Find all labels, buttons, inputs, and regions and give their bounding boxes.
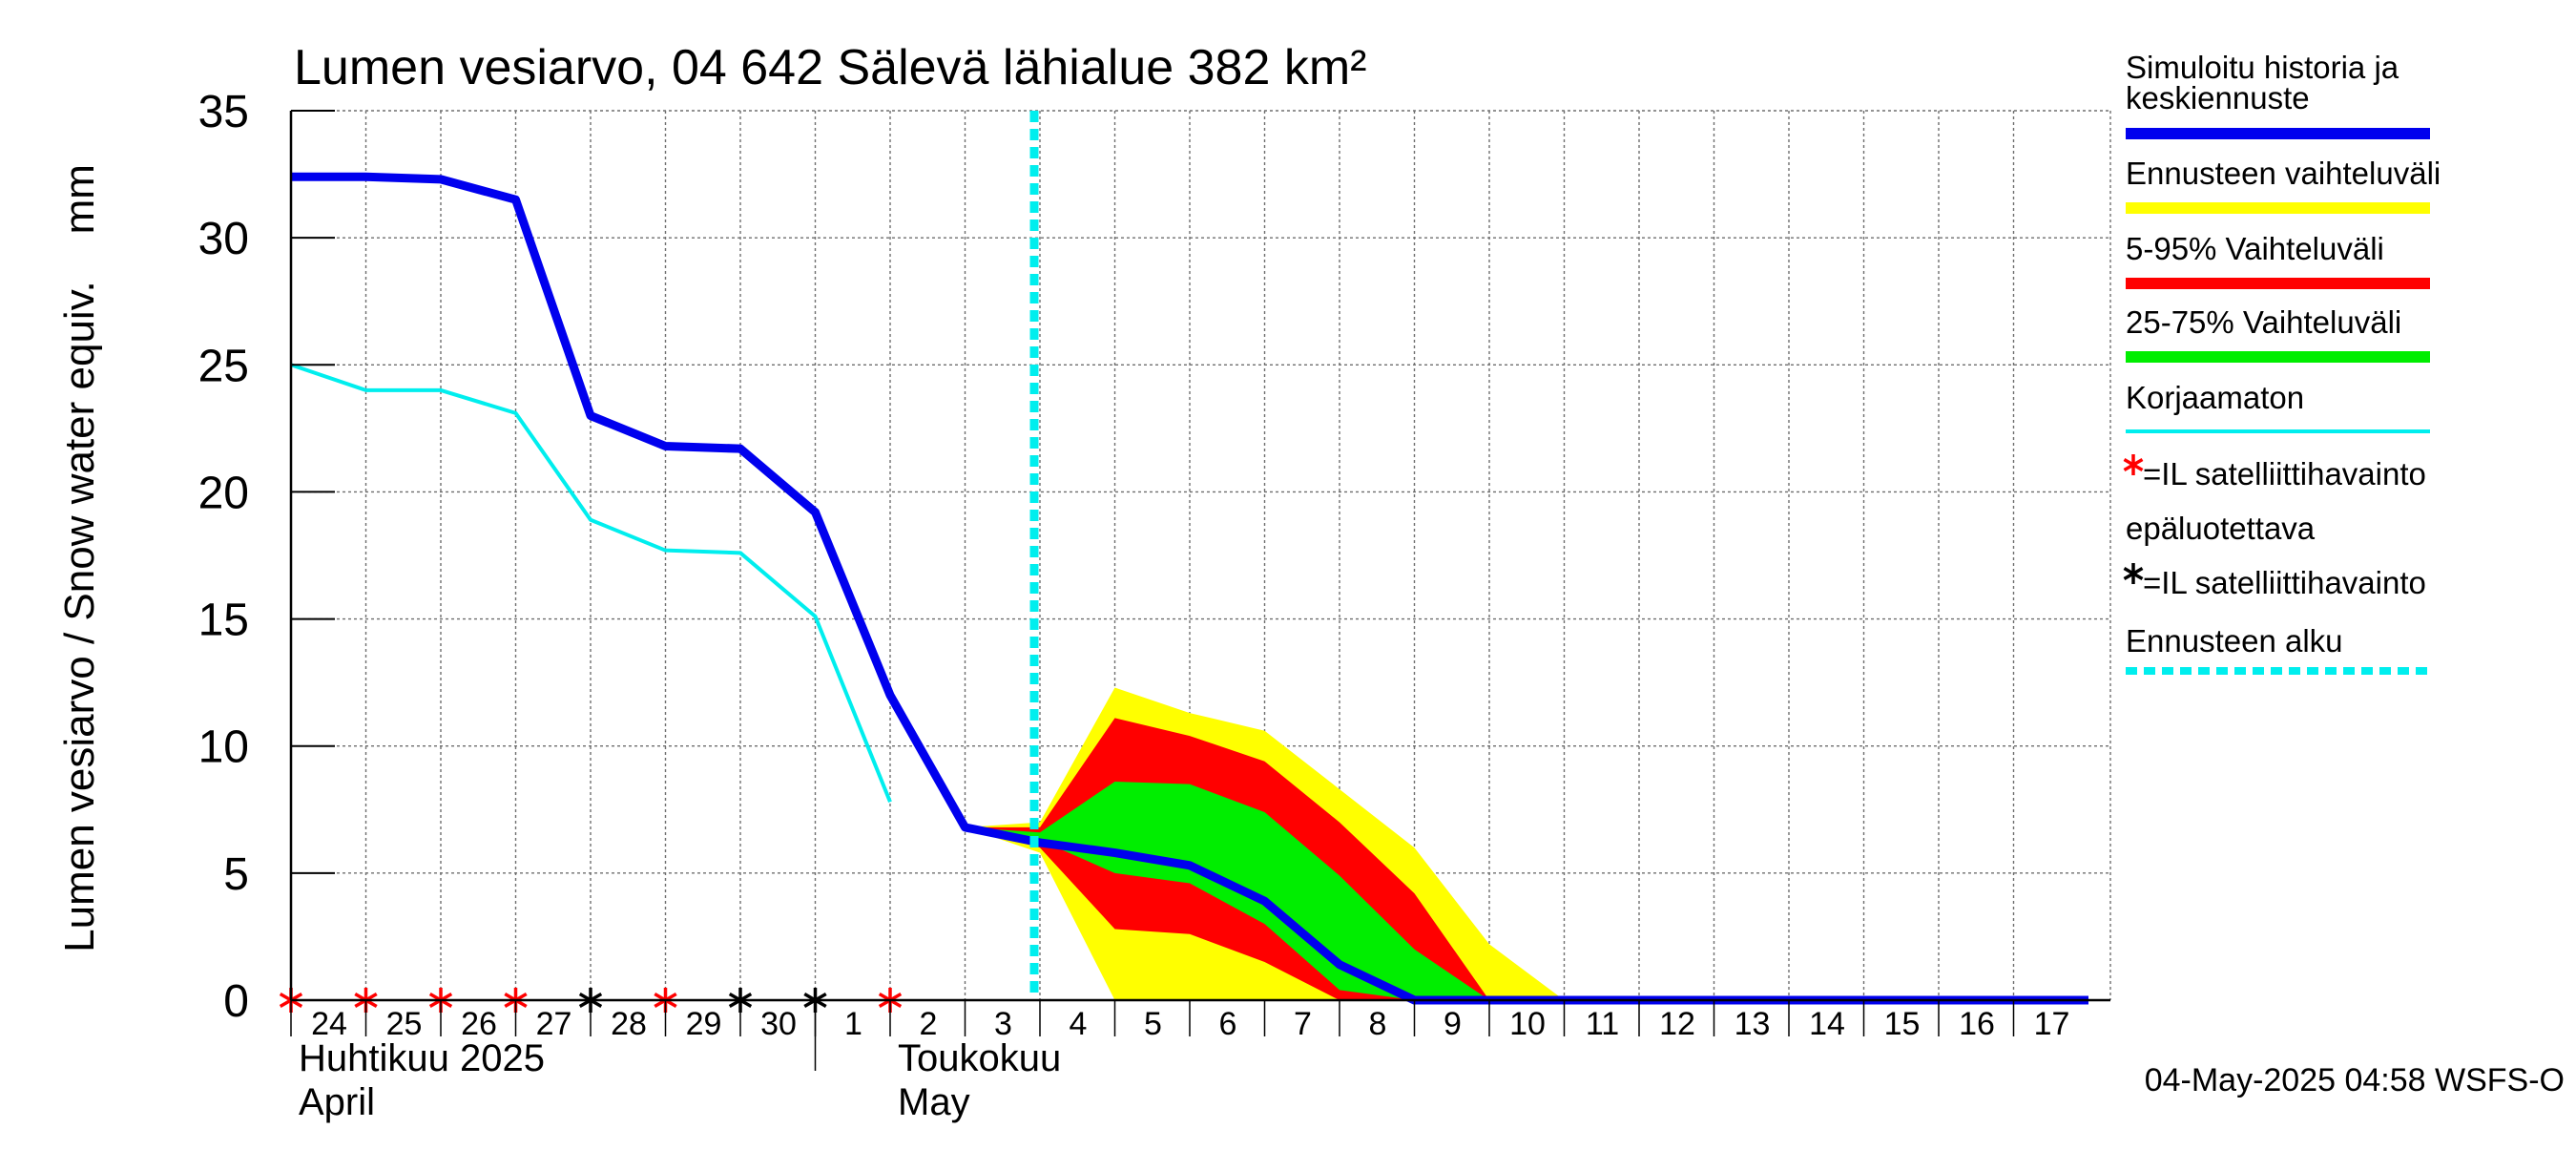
x-tick-label: 13 [1735, 1006, 1771, 1042]
x-tick-label: 5 [1144, 1006, 1162, 1042]
x-tick-label: 29 [686, 1006, 722, 1042]
x-month-label-en: April [299, 1081, 375, 1123]
series-uncorrected [290, 363, 892, 804]
x-tick-label: 26 [461, 1006, 497, 1042]
legend-label: 25-75% Vaihteluväli [2126, 304, 2401, 340]
legend-label: Ennusteen alku [2126, 623, 2343, 659]
legend-item-sat-unrel: =IL satelliittihavainto epäluotettava [2123, 454, 2426, 546]
x-tick-label: 24 [311, 1006, 347, 1042]
x-tick-label: 4 [1070, 1006, 1088, 1042]
y-tick-label: 25 [198, 341, 249, 391]
legend-item-sat-obs: =IL satelliittihavainto [2123, 563, 2426, 600]
y-tick-label: 30 [198, 214, 249, 264]
legend-item-raw: Korjaamaton [2126, 380, 2430, 433]
band-25-75-vaihteluv-li [965, 781, 1489, 1000]
x-tick-label: 25 [386, 1006, 423, 1042]
x-month-label-en: May [898, 1081, 970, 1123]
x-tick-label: 30 [760, 1006, 797, 1042]
y-tick-label: 35 [198, 87, 249, 137]
legend-label: Korjaamaton [2126, 380, 2304, 415]
x-tick-label: 7 [1294, 1006, 1312, 1042]
y-tick-label: 15 [198, 596, 249, 646]
legend-label: 5-95% Vaihteluväli [2126, 231, 2384, 266]
legend-label: epäluotettava [2126, 511, 2316, 546]
legend-star-icon [2123, 563, 2144, 584]
x-tick-label: 10 [1509, 1006, 1546, 1042]
x-tick-label: 8 [1369, 1006, 1387, 1042]
legend-item-p595: 5-95% Vaihteluväli [2126, 231, 2430, 289]
x-tick-label: 15 [1884, 1006, 1921, 1042]
y-tick-label: 20 [198, 468, 249, 518]
legend-label: Simuloitu historia ja [2126, 50, 2399, 85]
timestamp: 04-May-2025 04:58 WSFS-O [2145, 1062, 2565, 1098]
x-tick-label: 2 [920, 1006, 938, 1042]
legend-item-fstart: Ennusteen alku [2126, 623, 2430, 675]
marker-stroke [2123, 457, 2144, 472]
x-tick-label: 3 [994, 1006, 1012, 1042]
x-tick-label: 1 [844, 1006, 862, 1042]
legend-label: =IL satelliittihavainto [2143, 565, 2426, 600]
legend-item-p2575: 25-75% Vaihteluväli [2126, 304, 2430, 363]
y-tick-label: 0 [223, 976, 249, 1027]
y-tick-label: 5 [223, 849, 249, 900]
legend-star-icon [2123, 454, 2144, 475]
x-tick-label: 9 [1444, 1006, 1462, 1042]
y-tick-label: 10 [198, 722, 249, 773]
chart-title: Lumen vesiarvo, 04 642 Sälevä lähialue 3… [294, 40, 1366, 95]
x-tick-label: 27 [536, 1006, 572, 1042]
x-month-label-fi: Huhtikuu 2025 [299, 1037, 545, 1079]
x-tick-label: 16 [1959, 1006, 1995, 1042]
x-tick-label: 12 [1659, 1006, 1695, 1042]
x-tick-label: 6 [1219, 1006, 1237, 1042]
legend-item-range: Ennusteen vaihteluväli [2126, 156, 2441, 214]
legend-label: =IL satelliittihavainto [2143, 456, 2426, 491]
x-tick-label: 17 [2034, 1006, 2070, 1042]
x-month-label-fi: Toukokuu [898, 1037, 1061, 1079]
y-axis-label: Lumen vesiarvo / Snow water equiv. mm [56, 164, 103, 952]
x-tick-label: 11 [1586, 1006, 1619, 1042]
legend-label: keskiennuste [2126, 80, 2310, 115]
x-tick-label: 28 [611, 1006, 647, 1042]
marker-stroke [2123, 566, 2144, 581]
x-tick-label: 14 [1809, 1006, 1845, 1042]
forecast-bands [965, 687, 1565, 1000]
legend-label: Ennusteen vaihteluväli [2126, 156, 2441, 191]
